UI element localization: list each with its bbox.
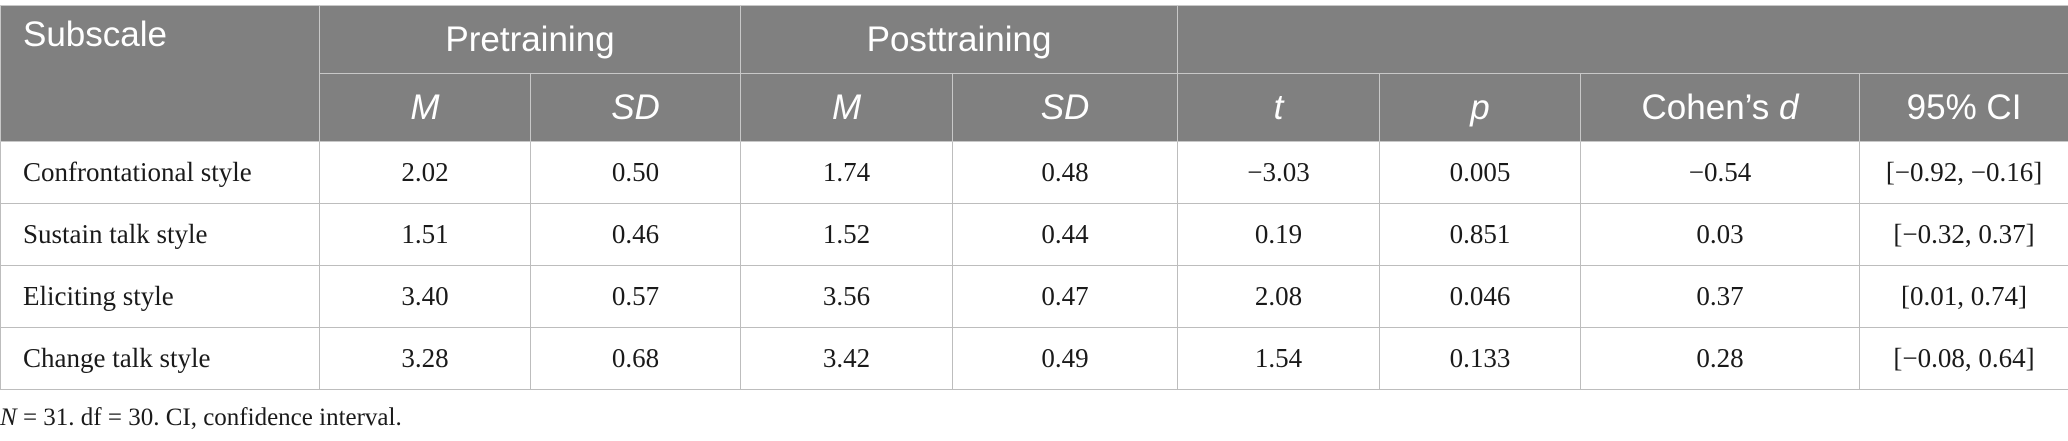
cell-t: 2.08 xyxy=(1177,265,1381,328)
cell-subscale: Sustain talk style xyxy=(0,203,320,266)
header-subscale: Subscale xyxy=(0,5,320,142)
table-row: Sustain talk style 1.51 0.46 1.52 0.44 0… xyxy=(0,203,2068,266)
cell-ci: [0.01, 0.74] xyxy=(1859,265,2068,328)
cell-cohens-d: 0.28 xyxy=(1580,327,1861,390)
header-cohens-prefix: Cohen’s xyxy=(1641,87,1780,127)
cell-post-sd: 0.47 xyxy=(952,265,1179,328)
cell-cohens-d: −0.54 xyxy=(1580,141,1861,204)
cell-subscale: Change talk style xyxy=(0,327,320,390)
table-row: Change talk style 3.28 0.68 3.42 0.49 1.… xyxy=(0,327,2068,390)
cell-t: 1.54 xyxy=(1177,327,1381,390)
table-row: Eliciting style 3.40 0.57 3.56 0.47 2.08… xyxy=(0,265,2068,328)
cell-subscale: Confrontational style xyxy=(0,141,320,204)
cell-pre-m: 3.28 xyxy=(319,327,531,390)
table-footnote: N = 31. df = 30. CI, confidence interval… xyxy=(0,404,402,432)
cell-t: −3.03 xyxy=(1177,141,1381,204)
header-posttraining: Posttraining xyxy=(740,5,1179,74)
cell-p: 0.046 xyxy=(1379,265,1582,328)
table-row: Confrontational style 2.02 0.50 1.74 0.4… xyxy=(0,141,2068,204)
cell-pre-m: 3.40 xyxy=(319,265,531,328)
header-t: t xyxy=(1177,73,1381,142)
cell-p: 0.851 xyxy=(1379,203,1582,266)
cell-post-m: 1.52 xyxy=(740,203,954,266)
cell-post-sd: 0.44 xyxy=(952,203,1179,266)
cell-pre-sd: 0.50 xyxy=(529,141,742,204)
header-cohens-d-symbol: d xyxy=(1779,87,1799,127)
header-p: p xyxy=(1379,73,1582,142)
cell-ci: [−0.92, −0.16] xyxy=(1859,141,2068,204)
header-cohens-d: Cohen’s d xyxy=(1580,73,1861,142)
cell-ci: [−0.32, 0.37] xyxy=(1859,203,2068,266)
header-blank xyxy=(1177,5,2068,74)
header-row-groups: Subscale Pretraining Posttraining xyxy=(0,5,2068,142)
cell-pre-sd: 0.46 xyxy=(529,203,742,266)
cell-p: 0.133 xyxy=(1379,327,1582,390)
header-pre-m: M xyxy=(319,73,531,142)
footnote-n-symbol: N xyxy=(0,404,17,431)
cell-ci: [−0.08, 0.64] xyxy=(1859,327,2068,390)
cell-cohens-d: 0.03 xyxy=(1580,203,1861,266)
results-table: Subscale Pretraining Posttraining M SD M… xyxy=(0,5,2068,390)
cell-subscale: Eliciting style xyxy=(0,265,320,328)
cell-p: 0.005 xyxy=(1379,141,1582,204)
header-pre-sd: SD xyxy=(529,73,742,142)
cell-pre-sd: 0.57 xyxy=(529,265,742,328)
cell-t: 0.19 xyxy=(1177,203,1381,266)
cell-pre-sd: 0.68 xyxy=(529,327,742,390)
header-post-m: M xyxy=(740,73,954,142)
header-post-sd: SD xyxy=(952,73,1179,142)
footnote-text: = 31. df = 30. CI, confidence interval. xyxy=(16,404,402,431)
header-pretraining: Pretraining xyxy=(318,5,742,74)
cell-cohens-d: 0.37 xyxy=(1580,265,1861,328)
header-ci: 95% CI xyxy=(1859,73,2068,142)
cell-post-m: 1.74 xyxy=(740,141,954,204)
cell-pre-m: 2.02 xyxy=(319,141,531,204)
cell-post-m: 3.56 xyxy=(740,265,954,328)
cell-post-sd: 0.48 xyxy=(952,141,1179,204)
header-row-columns: M SD M SD t p Cohen’s d 95% CI xyxy=(1,73,2068,142)
cell-post-sd: 0.49 xyxy=(952,327,1179,390)
cell-post-m: 3.42 xyxy=(740,327,954,390)
cell-pre-m: 1.51 xyxy=(319,203,531,266)
